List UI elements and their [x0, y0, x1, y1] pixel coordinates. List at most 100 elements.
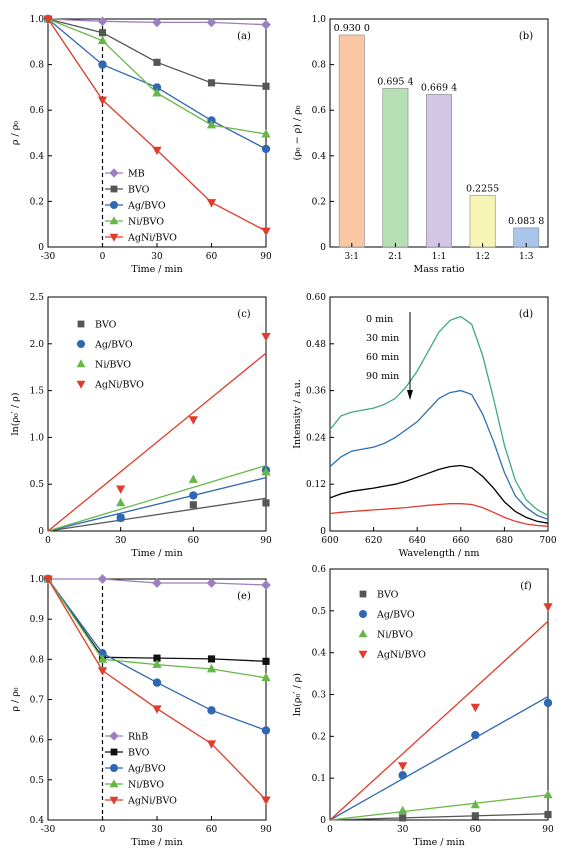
data-point [470, 703, 480, 713]
panel-label: (a) [237, 31, 251, 42]
legend-marker [109, 216, 119, 225]
legend-label: RhB [128, 732, 148, 743]
legend-label: Ag/BVO [376, 610, 415, 621]
data-point [189, 501, 197, 509]
spectrum-line [329, 464, 549, 524]
bar [338, 34, 365, 248]
x-tick-label: 1:3 [519, 252, 534, 262]
y-tick-label: 0.4 [312, 649, 327, 659]
x-tick-label: 90 [260, 825, 272, 835]
y-tick-label: 0.48 [306, 340, 326, 350]
legend-marker [76, 380, 86, 389]
bar [469, 195, 496, 248]
y-tick-label: 1.0 [30, 433, 45, 443]
y-tick-label: 0.9 [30, 615, 45, 625]
x-tick-label: 3:1 [345, 252, 359, 262]
spectrum-line [329, 389, 549, 520]
legend-label: Ag/BVO [127, 764, 166, 775]
plot-frame [47, 296, 267, 532]
y-tick-label: 2.0 [30, 340, 45, 350]
data-point [470, 799, 480, 809]
data-point [262, 657, 270, 665]
x-tick-label: 0 [327, 825, 333, 835]
legend-label: BVO [128, 185, 150, 196]
data-point [97, 574, 108, 584]
legend-marker [109, 779, 119, 788]
legend-marker [359, 590, 367, 598]
panel-label: (d) [519, 309, 533, 320]
legend-label: AgNi/BVO [127, 233, 177, 244]
x-tick-label: 30 [151, 825, 163, 835]
data-point [189, 491, 198, 500]
legend-marker [77, 340, 85, 348]
legend-marker [110, 748, 118, 756]
series-line [47, 18, 267, 135]
y-tick-label: 0 [320, 527, 326, 537]
legend-marker [109, 233, 119, 242]
legend-marker [110, 185, 118, 193]
y-tick-label: 0 [320, 243, 326, 253]
series-line [47, 578, 267, 662]
panel-e: 0.4 0.5 0.6 0.7 0.8 0.9 1.0 -30 0 30 60 90 Time / mi… [10, 573, 272, 848]
arrow-head [407, 390, 413, 400]
y-tick-label: 0.24 [306, 433, 326, 443]
panel-d: 0 0.12 0.24 0.36 0.48 0.60 600 620 640 660 680 700 W… [292, 293, 557, 559]
data-point [262, 499, 270, 507]
data-point [188, 474, 198, 483]
y-tick-label: 0.6 [30, 106, 45, 116]
legend-marker [110, 201, 118, 209]
x-tick-label: 90 [260, 252, 272, 262]
legend-label: Ni/BVO [377, 630, 413, 641]
plot-frame [329, 568, 549, 821]
y-tick-label: 0.4 [30, 152, 45, 162]
data-point [98, 60, 107, 69]
x-tick-label: 30 [397, 825, 409, 835]
legend-marker [358, 650, 368, 659]
y-tick-label: 0.6 [30, 736, 45, 746]
x-tick-label: 600 [321, 536, 338, 546]
x-tick-label: 640 [409, 536, 426, 546]
data-point [262, 82, 270, 90]
data-point [97, 35, 108, 45]
y-tick-label: 0.7 [30, 696, 45, 706]
y-tick-label: 0.5 [30, 480, 45, 490]
data-point [261, 144, 271, 154]
data-point [261, 580, 271, 590]
legend-label: BVO [128, 748, 150, 759]
data-point [261, 332, 271, 342]
y-tick-label: 0.1 [312, 774, 326, 784]
data-point [43, 575, 53, 585]
data-point [207, 706, 216, 715]
time-label: 30 min [366, 333, 399, 344]
bar-value-label: 0.695 4 [377, 76, 413, 87]
legend-label: AgNi/BVO [94, 380, 144, 391]
y-tick-label: 1.0 [30, 15, 45, 25]
y-tick-label: 0.3 [312, 691, 327, 701]
plot-frame [47, 18, 267, 248]
data-point [98, 29, 107, 37]
legend-marker [110, 764, 118, 772]
data-point [471, 812, 479, 820]
y-tick-label: 0 [320, 816, 326, 826]
x-axis-label: Mass ratio [414, 264, 465, 275]
y-axis-label: (ρ₀ − ρ) / ρ₀ [292, 105, 303, 160]
panel-label: (b) [519, 31, 533, 42]
y-tick-label: 0.5 [312, 607, 327, 617]
x-tick-label: 30 [151, 252, 163, 262]
x-tick-label: 60 [188, 536, 200, 546]
data-point [398, 762, 408, 771]
legend-marker [76, 359, 86, 368]
y-axis-label: ln(ρ₀′ / ρ) [10, 393, 21, 436]
data-point [207, 79, 216, 87]
x-tick-label: 1:1 [432, 252, 446, 262]
data-point [543, 603, 553, 612]
x-tick-label: 700 [539, 536, 556, 546]
plot-frame [329, 296, 549, 532]
legend-label: MB [128, 169, 145, 180]
data-point [206, 578, 217, 588]
x-tick-label: 1:2 [475, 252, 489, 262]
legend-label: BVO [377, 590, 399, 601]
data-point [153, 654, 161, 662]
y-axis-label: ln(ρ₀′ / ρ) [292, 673, 303, 716]
y-tick-label: 1.5 [30, 387, 45, 397]
